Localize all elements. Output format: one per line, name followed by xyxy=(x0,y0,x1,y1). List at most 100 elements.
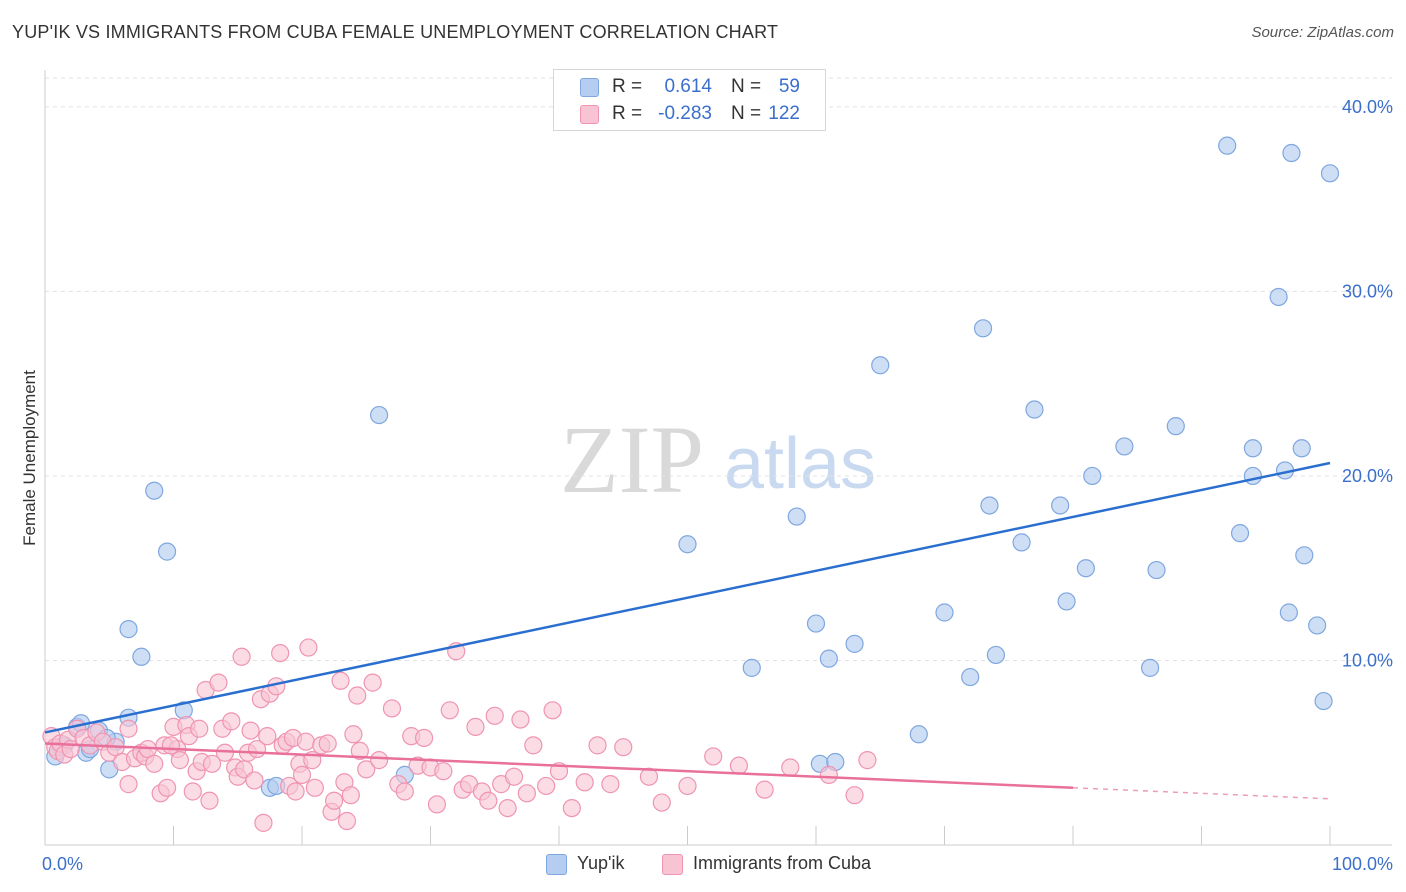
data-point-yupik xyxy=(787,507,806,526)
axes xyxy=(44,70,1392,846)
data-point-cuba xyxy=(318,734,337,753)
data-point-yupik xyxy=(806,614,826,633)
data-point-cuba xyxy=(466,717,485,737)
data-point-cuba xyxy=(296,732,315,751)
data-point-yupik xyxy=(1269,287,1288,307)
data-point-yupik xyxy=(1140,658,1160,677)
series-legend: Yup'ik Immigrants from Cuba xyxy=(0,852,1406,876)
data-point-cuba xyxy=(755,780,774,799)
data-point-yupik xyxy=(819,649,838,668)
data-point-cuba xyxy=(729,756,749,775)
data-point-cuba xyxy=(258,727,277,746)
data-point-cuba xyxy=(292,765,312,784)
data-point-yupik xyxy=(1243,466,1263,486)
data-point-yupik xyxy=(1230,524,1250,543)
data-point-cuba xyxy=(350,741,369,760)
data-point-cuba xyxy=(299,638,318,657)
data-point-cuba xyxy=(524,736,543,755)
data-point-yupik xyxy=(1012,533,1031,552)
data-point-cuba xyxy=(678,776,697,796)
data-point-cuba xyxy=(232,647,251,666)
data-point-cuba xyxy=(363,673,382,692)
y-tick-labels: 10.0% 20.0% 30.0% 40.0% xyxy=(1342,97,1393,671)
legend-swatch-cuba xyxy=(662,854,683,875)
data-point-cuba xyxy=(511,710,530,729)
data-point-yupik xyxy=(973,319,993,338)
data-point-yupik xyxy=(1051,496,1070,515)
data-point-yupik xyxy=(1166,417,1185,436)
data-point-yupik xyxy=(909,725,928,744)
data-point-cuba xyxy=(337,811,357,831)
legend-n-value: 59 xyxy=(778,76,800,97)
watermark-atlas: atlas xyxy=(724,424,876,504)
legend-swatch-yupik xyxy=(580,78,599,97)
data-point-yupik xyxy=(145,481,164,500)
data-point-cuba xyxy=(414,728,434,748)
data-point-yupik xyxy=(370,405,389,425)
data-point-cuba xyxy=(145,754,164,773)
data-point-cuba xyxy=(845,786,864,805)
data-point-cuba xyxy=(562,798,581,818)
data-point-yupik xyxy=(1243,439,1263,458)
data-point-cuba xyxy=(504,767,524,786)
watermark-zip: ZIP xyxy=(560,406,704,513)
trend-line-cuba xyxy=(44,742,1074,790)
data-point-yupik xyxy=(980,496,999,515)
data-point-cuba xyxy=(614,738,633,757)
data-point-cuba xyxy=(209,673,228,692)
data-point-yupik xyxy=(986,645,1006,665)
data-point-cuba xyxy=(344,725,363,744)
data-point-yupik xyxy=(119,620,138,639)
data-point-yupik xyxy=(1308,616,1327,635)
y-tick-label: 40.0% xyxy=(1342,97,1393,117)
source-label: Source: ZipAtlas.com xyxy=(1251,24,1394,41)
data-point-yupik xyxy=(845,634,864,653)
correlation-legend: R = 0.614 N = 59 R = -0.283 N = 122 xyxy=(553,69,826,131)
grid-lines xyxy=(45,77,1392,661)
data-point-yupik xyxy=(132,647,151,666)
legend-n-label: N = xyxy=(731,103,762,124)
data-point-cuba xyxy=(222,712,241,731)
legend-r-label: R = xyxy=(612,103,643,124)
data-point-cuba xyxy=(498,798,517,818)
x-tick-label: 0.0% xyxy=(42,854,83,874)
data-point-yupik xyxy=(742,658,761,677)
data-point-cuba xyxy=(254,813,273,832)
data-point-yupik xyxy=(1218,136,1237,155)
data-point-yupik xyxy=(678,535,697,554)
data-point-yupik xyxy=(961,667,980,687)
legend-swatch-yupik xyxy=(546,854,567,875)
data-point-cuba xyxy=(245,771,264,790)
data-point-cuba xyxy=(517,784,536,803)
data-point-cuba xyxy=(190,719,209,738)
y-tick-label: 30.0% xyxy=(1342,281,1393,301)
data-point-yupik xyxy=(1292,439,1311,458)
data-point-cuba xyxy=(370,751,389,770)
data-point-cuba xyxy=(286,782,305,801)
data-point-cuba xyxy=(119,775,138,794)
data-point-cuba xyxy=(395,782,414,801)
data-point-cuba xyxy=(575,773,594,792)
data-point-cuba xyxy=(170,751,190,770)
legend-n-label: N = xyxy=(731,76,762,97)
legend-label-cuba: Immigrants from Cuba xyxy=(693,853,872,873)
legend-r-label: R = xyxy=(612,76,643,97)
y-tick-label: 10.0% xyxy=(1342,650,1393,670)
data-point-cuba xyxy=(161,736,181,755)
x-tick-label: 100.0% xyxy=(1332,854,1393,874)
data-point-cuba xyxy=(819,765,838,784)
data-point-yupik xyxy=(1076,559,1095,578)
data-point-yupik xyxy=(1279,603,1298,622)
data-point-cuba xyxy=(440,701,459,720)
data-point-cuba xyxy=(639,767,659,786)
data-point-yupik xyxy=(1295,546,1314,565)
data-point-cuba xyxy=(479,791,498,810)
data-point-cuba xyxy=(202,754,222,773)
data-point-cuba xyxy=(348,686,367,705)
data-point-cuba xyxy=(601,775,620,794)
trend-line-cuba-extension xyxy=(1072,787,1331,800)
data-point-cuba xyxy=(704,747,723,766)
y-tick-label: 20.0% xyxy=(1342,466,1393,486)
data-point-cuba xyxy=(357,760,376,779)
legend-r-value: -0.283 xyxy=(658,103,712,124)
